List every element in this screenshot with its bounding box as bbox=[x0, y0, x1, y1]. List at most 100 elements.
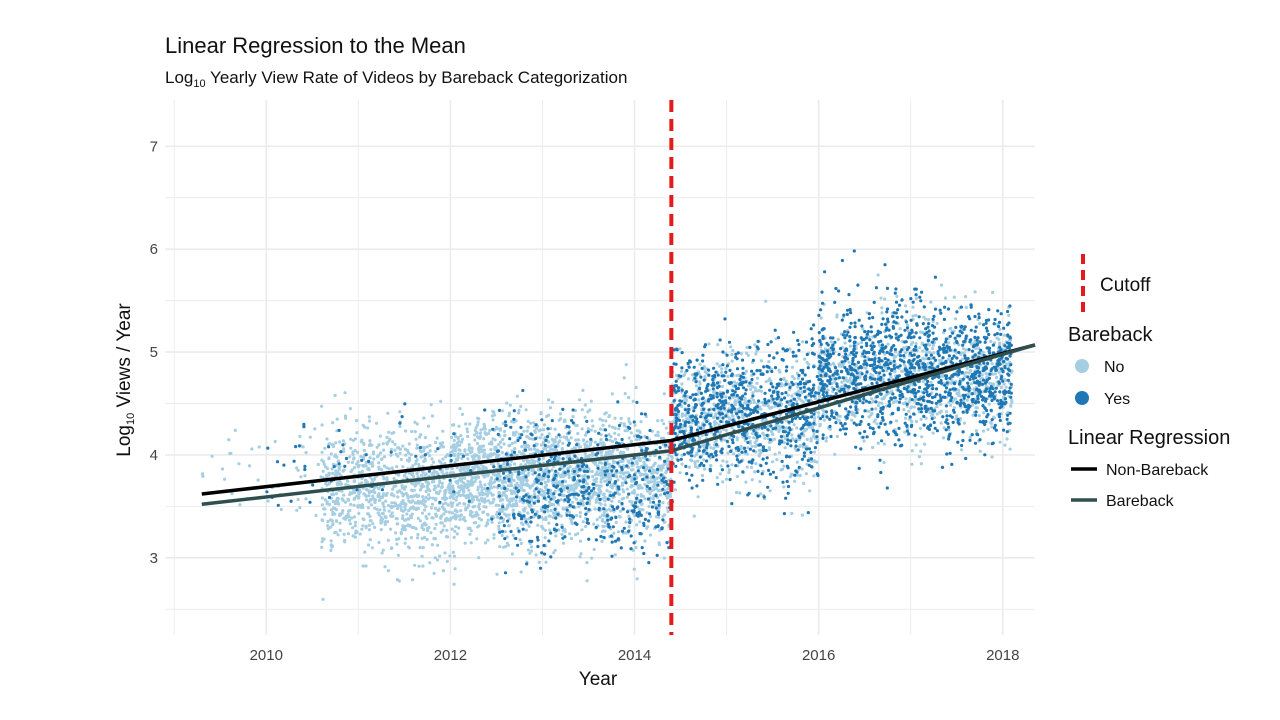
scatter-point bbox=[661, 487, 665, 491]
scatter-point bbox=[367, 489, 371, 493]
scatter-point bbox=[655, 553, 659, 558]
scatter-point bbox=[384, 493, 388, 497]
scatter-point bbox=[585, 440, 589, 444]
scatter-point bbox=[521, 388, 525, 393]
scatter-point bbox=[931, 346, 935, 351]
scatter-point bbox=[585, 501, 589, 506]
scatter-point bbox=[551, 448, 555, 452]
scatter-point bbox=[406, 448, 410, 453]
scatter-point bbox=[563, 530, 567, 534]
scatter-point bbox=[817, 411, 821, 415]
scatter-point bbox=[720, 384, 725, 389]
scatter-point bbox=[607, 424, 612, 428]
scatter-point bbox=[434, 449, 438, 453]
scatter-point bbox=[540, 450, 544, 454]
scatter-point bbox=[573, 454, 577, 458]
scatter-point bbox=[441, 445, 446, 449]
scatter-point bbox=[605, 489, 609, 493]
scatter-point bbox=[338, 440, 342, 444]
scatter-point bbox=[477, 448, 481, 452]
scatter-point bbox=[537, 490, 541, 494]
scatter-point bbox=[325, 437, 329, 441]
scatter-point bbox=[499, 427, 503, 431]
scatter-point bbox=[409, 494, 413, 498]
scatter-point bbox=[344, 456, 349, 461]
scatter-point bbox=[565, 508, 569, 512]
grid bbox=[165, 100, 1035, 635]
scatter-point bbox=[910, 449, 914, 453]
scatter-point bbox=[427, 512, 431, 516]
scatter-point bbox=[604, 437, 609, 442]
scatter-point bbox=[755, 376, 760, 380]
scatter-point bbox=[657, 503, 661, 507]
scatter-point bbox=[614, 520, 618, 525]
scatter-point bbox=[428, 449, 432, 453]
scatter-point bbox=[935, 321, 939, 325]
scatter-point bbox=[943, 296, 948, 300]
scatter-point bbox=[629, 439, 633, 444]
scatter-point bbox=[429, 403, 433, 407]
scatter-point bbox=[330, 544, 335, 548]
scatter-point bbox=[382, 505, 386, 509]
scatter-point bbox=[414, 459, 418, 463]
scatter-point bbox=[377, 487, 381, 491]
scatter-point bbox=[411, 499, 415, 503]
scatter-point bbox=[543, 480, 547, 484]
scatter-point bbox=[620, 481, 625, 485]
scatter-point bbox=[382, 464, 386, 468]
scatter-point bbox=[525, 434, 529, 439]
scatter-point bbox=[395, 578, 399, 582]
scatter-point bbox=[441, 502, 445, 506]
scatter-point bbox=[749, 387, 753, 391]
scatter-point bbox=[720, 367, 724, 371]
scatter-point bbox=[403, 505, 407, 509]
scatter-point bbox=[978, 321, 982, 326]
scatter-point bbox=[973, 290, 977, 294]
scatter-point bbox=[835, 434, 839, 439]
scatter-point bbox=[367, 500, 371, 504]
scatter-point bbox=[463, 449, 467, 453]
scatter-point bbox=[947, 341, 951, 345]
scatter-point bbox=[445, 471, 449, 475]
scatter-point bbox=[367, 466, 371, 471]
scatter-point bbox=[873, 418, 877, 422]
scatter-point bbox=[986, 428, 990, 432]
scatter-point bbox=[477, 455, 481, 459]
scatter-point bbox=[662, 392, 667, 396]
scatter-point bbox=[273, 439, 277, 444]
scatter-point bbox=[389, 527, 393, 531]
scatter-point bbox=[426, 481, 430, 485]
scatter-point bbox=[574, 423, 578, 428]
scatter-point bbox=[611, 474, 615, 478]
scatter-point bbox=[509, 481, 513, 485]
scatter-point bbox=[320, 423, 324, 427]
scatter-point bbox=[356, 504, 360, 508]
scatter-point bbox=[331, 499, 335, 504]
scatter-point bbox=[591, 424, 595, 428]
scatter-point bbox=[635, 523, 639, 527]
scatter-point bbox=[389, 447, 393, 451]
scatter-point bbox=[622, 422, 626, 426]
scatter-point bbox=[355, 462, 359, 466]
scatter-point bbox=[418, 488, 423, 492]
scatter-point bbox=[418, 519, 422, 523]
scatter-point bbox=[404, 429, 408, 433]
scatter-point bbox=[616, 530, 621, 534]
scatter-point bbox=[514, 486, 518, 490]
scatter-point bbox=[638, 520, 642, 524]
scatter-point bbox=[762, 433, 766, 437]
scatter-point bbox=[837, 364, 841, 368]
scatter-point bbox=[348, 522, 352, 526]
scatter-point bbox=[989, 420, 993, 425]
scatter-point bbox=[386, 538, 390, 542]
scatter-point bbox=[327, 471, 331, 475]
scatter-point bbox=[547, 398, 551, 402]
scatter-point bbox=[720, 370, 724, 375]
scatter-point bbox=[558, 480, 562, 484]
scatter-point bbox=[751, 391, 755, 395]
scatter-point bbox=[640, 486, 644, 490]
scatter-point bbox=[418, 446, 422, 450]
scatter-point bbox=[512, 417, 516, 421]
scatter-point bbox=[521, 522, 525, 527]
scatter-point bbox=[477, 516, 481, 521]
